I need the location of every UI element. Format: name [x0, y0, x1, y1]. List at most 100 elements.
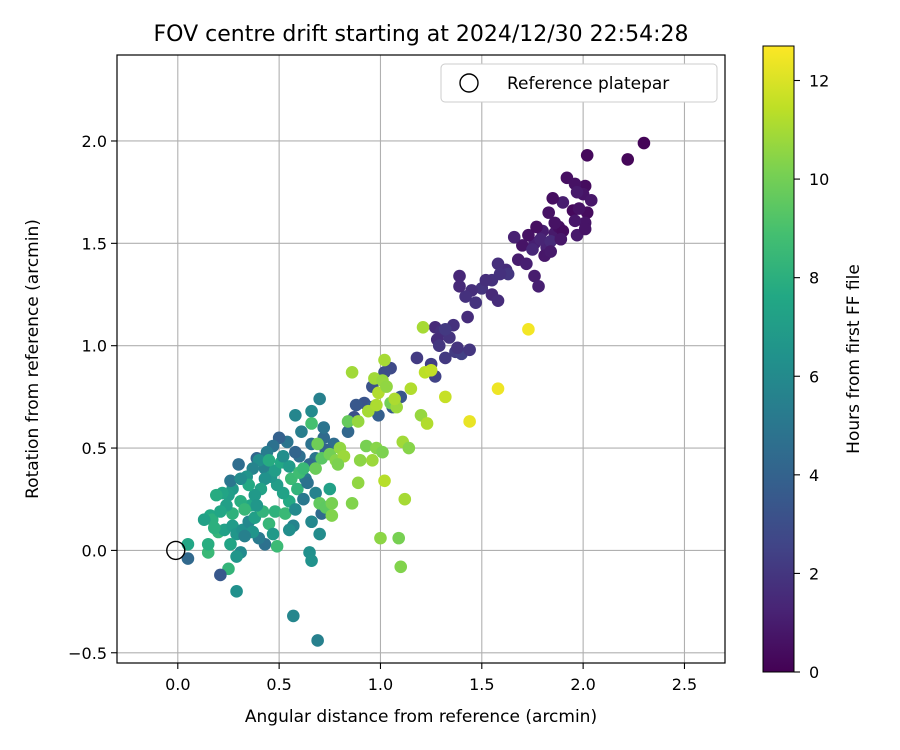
scatter-point	[410, 351, 424, 365]
y-tick-label: 0.5	[82, 439, 107, 458]
scatter-point	[637, 136, 651, 150]
scatter-point	[398, 492, 412, 506]
legend-marker	[459, 73, 479, 93]
scatter-point	[416, 320, 430, 334]
scatter-point	[479, 273, 493, 287]
x-tick-label: 1.5	[469, 675, 494, 694]
scatter-point	[297, 492, 310, 506]
scatter-point	[461, 310, 474, 324]
scatter-point	[331, 458, 345, 471]
scatter-point	[305, 515, 318, 529]
scatter-point	[544, 234, 558, 248]
scatter-point	[402, 441, 416, 455]
scatter-point	[359, 439, 373, 453]
scatter-point	[532, 280, 545, 293]
scatter-point	[262, 517, 276, 531]
y-axis-label: Rotation from reference (arcmin)	[23, 219, 43, 499]
scatter-point	[345, 366, 359, 379]
scatter-point	[463, 415, 476, 428]
plot-frame	[116, 54, 726, 664]
scatter-point	[230, 550, 243, 563]
x-tick-label: 2.0	[570, 675, 595, 694]
scatter-points	[181, 136, 651, 647]
scatter-point	[282, 523, 296, 537]
scatter-point	[232, 458, 245, 471]
y-tick-label: 1.0	[82, 337, 107, 356]
scatter-point	[376, 445, 389, 459]
scatter-point	[528, 269, 541, 283]
y-tick-label: −0.5	[68, 644, 107, 663]
scatter-point	[289, 503, 302, 516]
scatter-point	[507, 230, 521, 244]
scatter-point	[556, 196, 570, 209]
scatter-point	[530, 220, 543, 234]
scatter-point	[262, 454, 276, 467]
y-tick-label: 2.0	[82, 132, 107, 151]
scatter-point	[392, 531, 406, 545]
scatter-point	[459, 290, 472, 303]
y-tick-label: 0.0	[82, 541, 107, 560]
scatter-point	[351, 476, 365, 490]
colorbar-label: Hours from first FF file	[844, 264, 864, 454]
scatter-point	[224, 537, 237, 551]
scatter-point	[230, 585, 243, 598]
scatter-point	[238, 503, 251, 516]
scatter-point	[238, 529, 251, 543]
scatter-point	[439, 390, 452, 404]
colorbar-tick-label: 8	[809, 269, 819, 288]
colorbar-gradient	[762, 45, 795, 673]
scatter-point	[388, 392, 401, 406]
x-tick-label: 2.5	[672, 675, 697, 694]
scatter-point	[201, 537, 215, 551]
plot-area: 0.0 0.5 1.0 1.5 2.0 2.5 −0.5 0.0 0.5 1.0 1.5 2.0	[68, 54, 726, 694]
colorbar-tick-label: 4	[809, 466, 819, 485]
scatter-point	[289, 408, 302, 422]
scatter-point	[372, 408, 385, 422]
scatter-point	[463, 343, 476, 357]
scatter-point	[432, 339, 446, 352]
scatter-point	[309, 486, 322, 500]
colorbar-tick-label: 2	[809, 564, 819, 583]
scatter-point	[621, 153, 635, 166]
scatter-point	[404, 382, 418, 395]
scatter-point	[453, 269, 466, 283]
scatter-point	[287, 609, 300, 623]
colorbar-tick-label: 10	[809, 170, 829, 189]
scatter-point	[439, 323, 452, 336]
scatter-point	[276, 449, 290, 463]
scatter-point	[420, 417, 434, 430]
scatter-point	[491, 294, 505, 307]
colorbar-tick-label: 12	[809, 72, 829, 91]
scatter-point	[295, 425, 308, 438]
scatter-point	[349, 398, 363, 412]
scatter-point	[311, 437, 324, 451]
scatter-point	[317, 421, 331, 434]
scatter-point	[378, 474, 391, 488]
grid	[117, 55, 725, 663]
scatter-point	[353, 454, 367, 467]
scatter-point	[268, 505, 282, 518]
scatter-point	[580, 149, 594, 162]
scatter-point	[546, 191, 560, 205]
colorbar: 0 2 4 6 8 10 12 Hours from first FF file	[762, 45, 864, 682]
scatter-point	[522, 323, 535, 336]
scatter-point	[234, 472, 247, 486]
scatter-point	[520, 257, 533, 271]
scatter-point	[311, 634, 324, 647]
scatter-point	[378, 353, 391, 367]
scatter-point	[291, 482, 304, 496]
scatter-point	[568, 214, 582, 228]
scatter-point	[534, 232, 547, 246]
scatter-point	[325, 509, 339, 522]
scatter-point	[207, 521, 221, 535]
legend-label: Reference platepar	[507, 74, 669, 94]
legend: Reference platepar	[440, 63, 718, 103]
x-tick-label: 0.5	[266, 675, 291, 694]
scatter-point	[297, 462, 310, 475]
scatter-point	[214, 505, 227, 518]
y-axis-ticks: −0.5 0.0 0.5 1.0 1.5 2.0	[68, 132, 117, 663]
scatter-point	[366, 454, 379, 467]
scatter-point	[554, 232, 568, 246]
scatter-point	[250, 499, 264, 512]
scatter-point	[424, 363, 438, 377]
